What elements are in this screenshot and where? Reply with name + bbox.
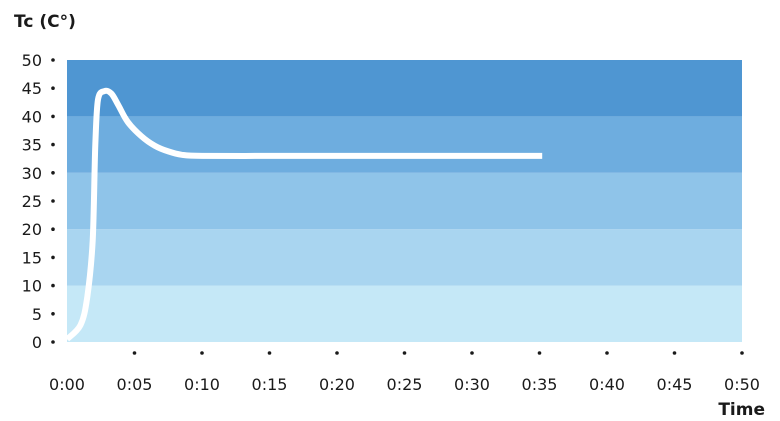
x-tick-label: 0:00: [49, 375, 85, 394]
y-tick-mark: [51, 340, 55, 344]
x-tick-label: 0:10: [184, 375, 220, 394]
y-tick-label: 45: [22, 79, 42, 98]
x-tick-mark: [605, 351, 609, 355]
y-tick-label: 15: [22, 248, 42, 267]
y-tick-mark: [51, 255, 55, 260]
x-tick-label: 0:25: [387, 375, 423, 394]
x-tick-mark: [470, 351, 474, 355]
y-tick-label: 0: [32, 333, 42, 352]
x-tick-label: 0:30: [454, 375, 490, 394]
x-tick-label: 0:05: [117, 375, 153, 394]
x-axis: 0:00 0:05 0:10 0:15 0:20 0:25 0:30 0:35 0:40 0:45…: [49, 351, 760, 394]
y-tick-label: 30: [22, 164, 42, 183]
y-tick-mark: [51, 114, 55, 119]
x-tick-mark: [740, 351, 744, 355]
y-axis-title: Tc (C°): [14, 12, 76, 32]
y-tick-label: 10: [22, 277, 42, 296]
temperature-bands: [67, 60, 742, 342]
temperature-band: [67, 116, 742, 173]
y-tick-mark: [51, 227, 55, 231]
y-tick-mark: [51, 199, 55, 203]
x-tick-mark: [672, 351, 677, 355]
x-tick-mark: [132, 351, 137, 355]
x-tick-mark: [200, 351, 204, 355]
x-tick-mark: [537, 351, 542, 355]
y-tick-mark: [51, 86, 55, 90]
y-tick-mark: [51, 171, 55, 175]
y-tick-mark: [51, 142, 55, 147]
y-tick-label: 25: [22, 192, 42, 211]
y-tick-mark: [51, 283, 55, 288]
x-tick-mark: [335, 351, 339, 355]
y-axis: 0 5 10 15 20 25 30 35 40 45 50: [22, 51, 55, 352]
y-tick-label: 40: [22, 107, 42, 126]
temperature-band: [67, 285, 742, 342]
y-tick-label: 35: [22, 136, 42, 155]
x-axis-title: Time: [718, 400, 765, 420]
x-tick-label: 0:20: [319, 375, 355, 394]
y-tick-label: 20: [22, 220, 42, 239]
temperature-band: [67, 229, 742, 286]
x-tick-mark: [267, 351, 272, 355]
temperature-line: [64, 87, 543, 342]
x-tick-label: 0:35: [522, 375, 558, 394]
temperature-band: [67, 60, 742, 117]
y-tick-mark: [51, 312, 55, 316]
x-tick-label: 0:40: [589, 375, 625, 394]
temperature-band: [67, 172, 742, 230]
x-tick-mark: [402, 351, 407, 355]
x-tick-label: 0:15: [252, 375, 288, 394]
x-tick-label: 0:50: [724, 375, 760, 394]
x-tick-label: 0:45: [657, 375, 693, 394]
y-tick-mark: [51, 58, 55, 62]
y-tick-label: 50: [22, 51, 42, 70]
y-tick-label: 5: [32, 305, 42, 324]
